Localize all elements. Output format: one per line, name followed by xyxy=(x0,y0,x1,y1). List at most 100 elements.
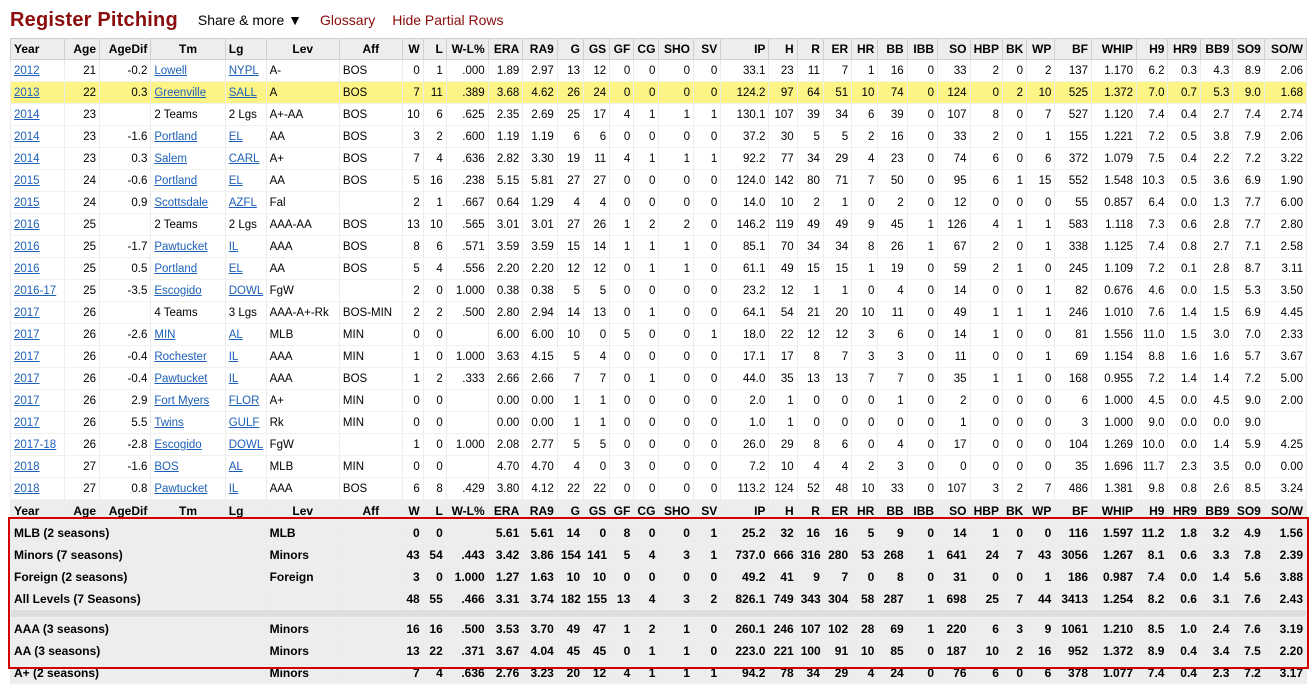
footer-column-header-year[interactable]: Year xyxy=(9,499,66,522)
footer-column-header-hr[interactable]: HR xyxy=(851,499,879,522)
footer-column-header-hbp[interactable]: HBP xyxy=(969,499,1003,522)
year-link[interactable]: 2017 xyxy=(14,416,40,429)
team-link[interactable]: Escogido xyxy=(154,438,202,451)
year-link[interactable]: 2015 xyxy=(14,174,40,187)
footer-column-header-era[interactable]: ERA xyxy=(487,499,524,522)
column-header-so9[interactable]: SO9 xyxy=(1232,38,1265,60)
footer-column-header-sv[interactable]: SV xyxy=(692,499,722,522)
year-link[interactable]: 2018 xyxy=(14,460,40,473)
footer-column-header-ibb[interactable]: IBB xyxy=(906,499,939,522)
column-header-er[interactable]: ER xyxy=(822,38,853,60)
team-link[interactable]: Pawtucket xyxy=(154,372,208,385)
column-header-year[interactable]: Year xyxy=(9,38,66,60)
footer-column-header-age[interactable]: Age xyxy=(64,499,101,522)
footer-column-header-bf[interactable]: BF xyxy=(1054,499,1093,522)
league-link[interactable]: AZFL xyxy=(228,196,257,209)
column-header-lg[interactable]: Lg xyxy=(224,38,267,60)
column-header-hbp[interactable]: HBP xyxy=(969,38,1003,60)
year-link[interactable]: 2016 xyxy=(14,240,40,253)
footer-column-header-l[interactable]: L xyxy=(422,499,447,522)
footer-column-header-r[interactable]: R xyxy=(796,499,824,522)
year-link[interactable]: 2017-18 xyxy=(14,438,57,451)
footer-column-header-so9[interactable]: SO9 xyxy=(1232,499,1265,522)
column-header-aff[interactable]: Aff xyxy=(338,38,403,60)
team-link[interactable]: Fort Myers xyxy=(154,394,210,407)
team-link[interactable]: Scottsdale xyxy=(154,196,209,209)
year-link[interactable]: 2017 xyxy=(14,394,40,407)
column-header-wp[interactable]: WP xyxy=(1026,38,1056,60)
footer-column-header-cg[interactable]: CG xyxy=(633,499,660,522)
column-header-ibb[interactable]: IBB xyxy=(906,38,939,60)
team-link[interactable]: Lowell xyxy=(154,64,187,77)
year-link[interactable]: 2015 xyxy=(14,196,40,209)
column-header-cg[interactable]: CG xyxy=(633,38,660,60)
column-header-g[interactable]: G xyxy=(556,38,585,60)
footer-column-header-w-lpct[interactable]: W-L% xyxy=(445,499,489,522)
column-header-sho[interactable]: SHO xyxy=(658,38,694,60)
glossary-link[interactable]: Glossary xyxy=(320,12,376,28)
share-menu-button[interactable]: Share & more ▼ xyxy=(197,12,302,28)
year-link[interactable]: 2016 xyxy=(14,262,40,275)
league-link[interactable]: EL xyxy=(228,130,243,143)
year-link[interactable]: 2016 xyxy=(14,218,40,231)
footer-column-header-gf[interactable]: GF xyxy=(609,499,635,522)
column-header-hr[interactable]: HR xyxy=(851,38,879,60)
footer-column-header-w[interactable]: W xyxy=(401,499,424,522)
year-link[interactable]: 2014 xyxy=(14,152,40,165)
footer-column-header-gs[interactable]: GS xyxy=(582,499,611,522)
column-header-bk[interactable]: BK xyxy=(1001,38,1028,60)
league-link[interactable]: GULF xyxy=(228,416,260,429)
column-header-so[interactable]: SO xyxy=(937,38,971,60)
year-link[interactable]: 2014 xyxy=(14,108,40,121)
column-header-r[interactable]: R xyxy=(796,38,824,60)
column-header-bb9[interactable]: BB9 xyxy=(1199,38,1234,60)
team-link[interactable]: Pawtucket xyxy=(154,482,208,495)
column-header-tm[interactable]: Tm xyxy=(150,38,226,60)
year-link[interactable]: 2016-17 xyxy=(14,284,57,297)
team-link[interactable]: Rochester xyxy=(154,350,207,363)
footer-column-header-whip[interactable]: WHIP xyxy=(1091,499,1138,522)
footer-column-header-so-per-w[interactable]: SO/W xyxy=(1263,499,1308,522)
footer-column-header-lev[interactable]: Lev xyxy=(265,499,340,522)
footer-column-header-bb9[interactable]: BB9 xyxy=(1199,499,1234,522)
league-link[interactable]: IL xyxy=(228,482,239,495)
year-link[interactable]: 2017 xyxy=(14,328,40,341)
league-link[interactable]: FLOR xyxy=(228,394,260,407)
league-link[interactable]: EL xyxy=(228,262,243,275)
footer-column-header-lg[interactable]: Lg xyxy=(224,499,267,522)
team-link[interactable]: Portland xyxy=(154,174,198,187)
column-header-age[interactable]: Age xyxy=(64,38,101,60)
footer-column-header-so[interactable]: SO xyxy=(937,499,971,522)
team-link[interactable]: Greenville xyxy=(154,86,207,99)
footer-column-header-bb[interactable]: BB xyxy=(877,499,908,522)
column-header-w-lpct[interactable]: W-L% xyxy=(445,38,489,60)
footer-column-header-aff[interactable]: Aff xyxy=(338,499,403,522)
column-header-sv[interactable]: SV xyxy=(692,38,722,60)
column-header-l[interactable]: L xyxy=(422,38,447,60)
footer-column-header-hr9[interactable]: HR9 xyxy=(1167,499,1201,522)
year-link[interactable]: 2018 xyxy=(14,482,40,495)
year-link[interactable]: 2012 xyxy=(14,64,40,77)
footer-column-header-h9[interactable]: H9 xyxy=(1136,499,1169,522)
footer-column-header-agedif[interactable]: AgeDif xyxy=(99,499,152,522)
column-header-so-per-w[interactable]: SO/W xyxy=(1263,38,1308,60)
team-link[interactable]: Twins xyxy=(154,416,184,429)
footer-column-header-wp[interactable]: WP xyxy=(1026,499,1056,522)
column-header-gs[interactable]: GS xyxy=(582,38,611,60)
footer-column-header-g[interactable]: G xyxy=(556,499,585,522)
hide-partial-rows-toggle[interactable]: Hide Partial Rows xyxy=(392,12,504,28)
column-header-era[interactable]: ERA xyxy=(487,38,524,60)
footer-column-header-tm[interactable]: Tm xyxy=(150,499,226,522)
column-header-agedif[interactable]: AgeDif xyxy=(99,38,152,60)
column-header-whip[interactable]: WHIP xyxy=(1091,38,1138,60)
column-header-bf[interactable]: BF xyxy=(1054,38,1093,60)
column-header-w[interactable]: W xyxy=(401,38,424,60)
year-link[interactable]: 2017 xyxy=(14,350,40,363)
footer-column-header-ra9[interactable]: RA9 xyxy=(522,499,558,522)
league-link[interactable]: SALL xyxy=(228,86,257,99)
column-header-bb[interactable]: BB xyxy=(877,38,908,60)
league-link[interactable]: AL xyxy=(228,328,243,341)
team-link[interactable]: MIN xyxy=(154,328,176,341)
year-link[interactable]: 2014 xyxy=(14,130,40,143)
league-link[interactable]: IL xyxy=(228,240,239,253)
